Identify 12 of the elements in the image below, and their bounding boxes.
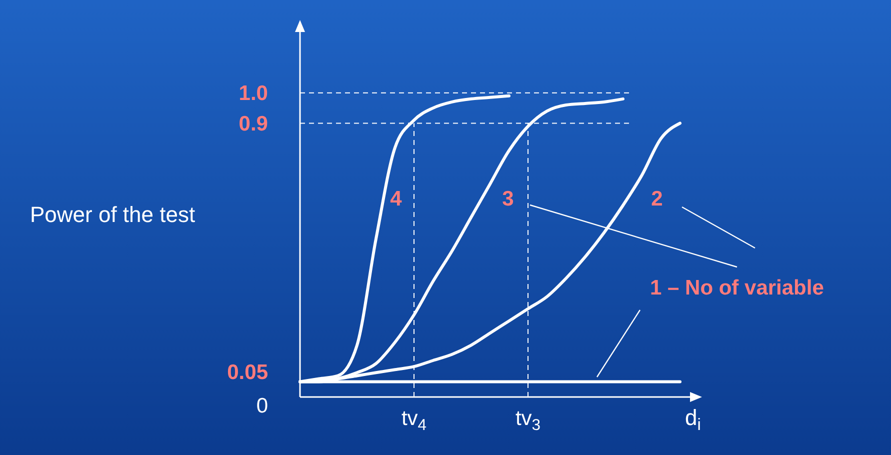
x-tick-label: tv$_{4}$ xyxy=(401,407,427,434)
annotation: 2 xyxy=(651,187,663,210)
y-tick-label: 0 xyxy=(256,394,268,418)
y-tick-label: 1.0 xyxy=(238,82,268,106)
x-axis-title: d$_{i}$ xyxy=(685,405,701,434)
x-tick-label: tv$_{3}$ xyxy=(515,407,541,434)
y-tick-label: 0.05 xyxy=(227,361,268,384)
annotation: 4 xyxy=(390,187,402,210)
annotation: 1 – No of variable xyxy=(650,276,824,300)
y-tick-label: 0.9 xyxy=(238,112,268,136)
annotation: 3 xyxy=(502,187,514,210)
y-axis-title: Power of the test xyxy=(30,202,196,227)
